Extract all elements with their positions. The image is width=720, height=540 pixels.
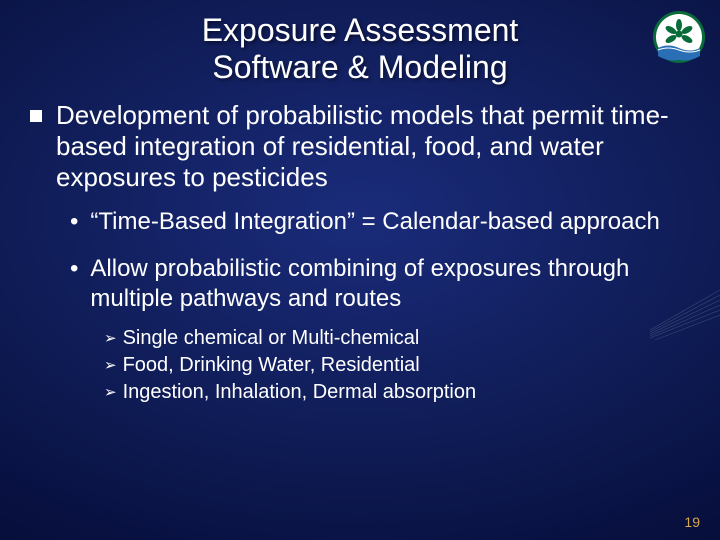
level-2-group: • “Time-Based Integration” = Calendar-ba… [30, 207, 690, 406]
bullet-level-2: • Allow probabilistic combining of expos… [70, 254, 690, 313]
slide-title: Exposure Assessment Software & Modeling [0, 0, 720, 86]
l3-text: Food, Drinking Water, Residential [123, 352, 420, 379]
dot-bullet-icon: • [70, 207, 78, 236]
bullet-level-3: ➢ Food, Drinking Water, Residential [104, 352, 690, 379]
title-line-1: Exposure Assessment [202, 12, 519, 48]
arrow-bullet-icon: ➢ [104, 352, 117, 376]
page-number: 19 [684, 514, 700, 530]
arrow-bullet-icon: ➢ [104, 325, 117, 349]
l2-text: Allow probabilistic combining of exposur… [90, 254, 690, 313]
l1-text: Development of probabilistic models that… [56, 100, 690, 194]
square-bullet-icon [30, 110, 42, 122]
bullet-level-2: • “Time-Based Integration” = Calendar-ba… [70, 207, 690, 236]
bullet-level-3: ➢ Single chemical or Multi-chemical [104, 325, 690, 352]
slide: Exposure Assessment Software & Modeling … [0, 0, 720, 540]
title-line-2: Software & Modeling [212, 49, 507, 85]
l3-text: Single chemical or Multi-chemical [123, 325, 420, 352]
l3-text: Ingestion, Inhalation, Dermal absorption [123, 379, 477, 406]
dot-bullet-icon: • [70, 254, 78, 283]
l2-text: “Time-Based Integration” = Calendar-base… [90, 207, 659, 236]
bullet-level-1: Development of probabilistic models that… [30, 100, 690, 194]
bullet-level-3: ➢ Ingestion, Inhalation, Dermal absorpti… [104, 379, 690, 406]
epa-logo [652, 10, 706, 64]
level-3-group: ➢ Single chemical or Multi-chemical ➢ Fo… [70, 325, 690, 406]
slide-content: Development of probabilistic models that… [0, 86, 720, 406]
arrow-bullet-icon: ➢ [104, 379, 117, 403]
